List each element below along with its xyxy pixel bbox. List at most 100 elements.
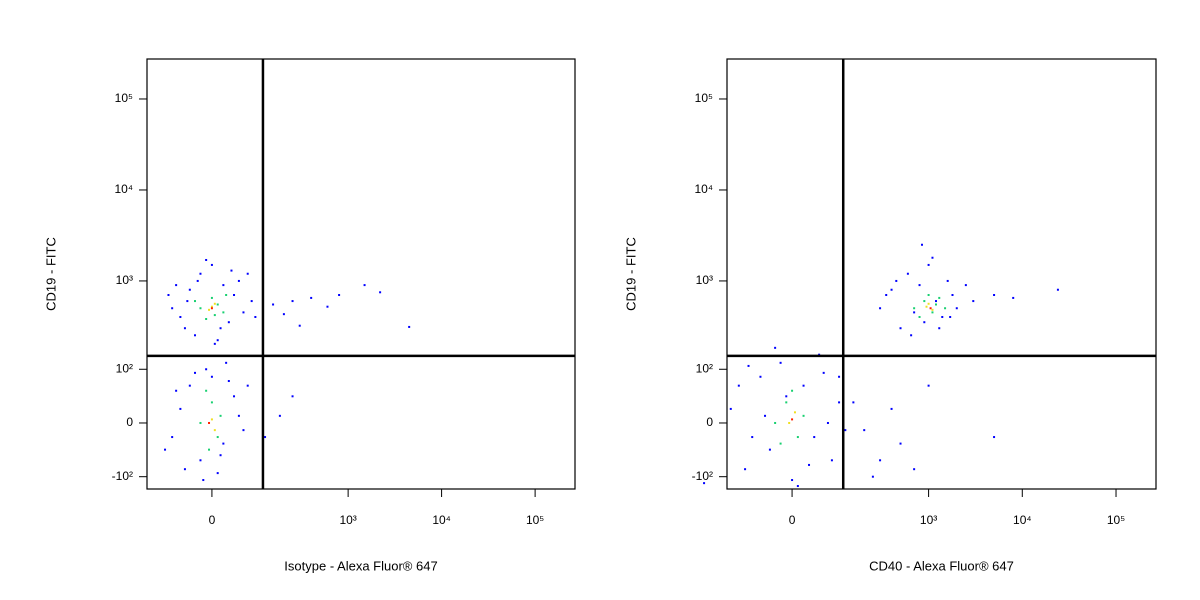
event-dot: [205, 389, 208, 392]
x-tick-label: 10⁵: [1107, 513, 1125, 527]
event-dot: [796, 485, 799, 488]
x-tick-label: 10³: [339, 513, 356, 527]
event-dot: [899, 327, 902, 330]
event-dot: [796, 436, 799, 439]
event-dot: [838, 401, 841, 404]
event-dot: [879, 459, 882, 462]
event-dot: [931, 311, 934, 314]
event-dot: [785, 401, 788, 404]
y-tick-label: 10³: [696, 273, 713, 287]
y-tick-label: 0: [706, 415, 713, 429]
event-dot: [282, 313, 285, 316]
event-dot: [931, 308, 934, 311]
y-tick-label: 10³: [116, 273, 133, 287]
event-dot: [890, 288, 893, 291]
event-dot: [250, 300, 253, 303]
event-dot: [202, 479, 205, 482]
plot: 0 10³ 10⁴ 10⁵ -10² 0 10² 10³ 10⁴ 10⁵ Isotype - Ale…: [43, 58, 576, 573]
event-dot: [918, 284, 921, 287]
event-dot: [237, 279, 240, 282]
event-dot: [927, 302, 930, 305]
event-dot: [213, 342, 216, 345]
event-dot: [183, 468, 186, 471]
event-dot: [955, 307, 958, 310]
event-dot: [227, 321, 230, 324]
event-dot: [826, 421, 829, 424]
event-dot: [895, 279, 898, 282]
event-dot: [785, 395, 788, 398]
event-dot: [188, 288, 191, 291]
event-dot: [222, 311, 225, 314]
event-dot: [802, 414, 805, 417]
event-dot: [379, 291, 382, 294]
event-dot: [913, 468, 916, 471]
event-dot: [179, 407, 182, 410]
event-dot: [208, 308, 211, 311]
event-dot: [171, 307, 174, 310]
event-dot: [205, 368, 208, 371]
event-dot: [927, 384, 930, 387]
event-dot: [278, 414, 281, 417]
event-dot: [175, 389, 178, 392]
y-tick-label: 10⁴: [694, 182, 713, 196]
event-dot: [254, 315, 257, 318]
event-dot: [906, 272, 909, 275]
event-dot: [764, 414, 767, 417]
event-dot: [199, 421, 202, 424]
event-dot: [863, 429, 866, 432]
event-dot: [774, 346, 777, 349]
event-dot: [944, 307, 947, 310]
event-dot: [703, 482, 706, 485]
event-dot: [338, 294, 341, 297]
event-dot: [929, 307, 932, 310]
event-dot: [779, 361, 782, 364]
event-dot: [213, 302, 216, 305]
y-tick-label: 10⁵: [115, 91, 133, 105]
event-dot: [925, 305, 928, 308]
event-dot: [196, 279, 199, 282]
event-dot: [219, 414, 222, 417]
event-dot: [791, 389, 794, 392]
event-dot: [737, 384, 740, 387]
event-dot: [779, 442, 782, 445]
event-dot: [216, 303, 219, 306]
event-dot: [808, 463, 811, 466]
event-dot: [175, 284, 178, 287]
event-dot: [791, 418, 794, 421]
event-dot: [751, 436, 754, 439]
event-dot: [913, 307, 916, 310]
event-dot: [1056, 288, 1059, 291]
event-dot: [910, 334, 913, 337]
y-tick-label: -10²: [112, 469, 133, 483]
event-dot: [852, 401, 855, 404]
x-tick-label: 10³: [920, 513, 937, 527]
event-dot: [225, 361, 228, 364]
event-dot: [272, 303, 275, 306]
event-dot: [946, 279, 949, 282]
event-dot: [210, 305, 213, 308]
y-tick-label: 10⁴: [114, 182, 133, 196]
event-dot: [1012, 296, 1015, 299]
event-dot: [291, 300, 294, 303]
event-dot: [233, 395, 236, 398]
event-dot: [788, 421, 791, 424]
x-tick-label: 10⁵: [526, 513, 544, 527]
event-dot: [225, 294, 228, 297]
plot-frame: [726, 58, 1157, 490]
event-dot: [210, 307, 213, 310]
event-dot: [291, 395, 294, 398]
y-tick-label: 10²: [696, 361, 713, 375]
event-dot: [744, 468, 747, 471]
y-tick-label: 10²: [116, 361, 133, 375]
event-dot: [230, 269, 233, 272]
event-dot: [844, 429, 847, 432]
event-dot: [964, 284, 967, 287]
event-dot: [920, 243, 923, 246]
event-dot: [222, 442, 225, 445]
event-dot: [793, 411, 796, 414]
event-dot: [216, 339, 219, 342]
event-dot: [194, 334, 197, 337]
event-dot: [246, 384, 249, 387]
x-tick-label: 10⁴: [1013, 513, 1032, 527]
